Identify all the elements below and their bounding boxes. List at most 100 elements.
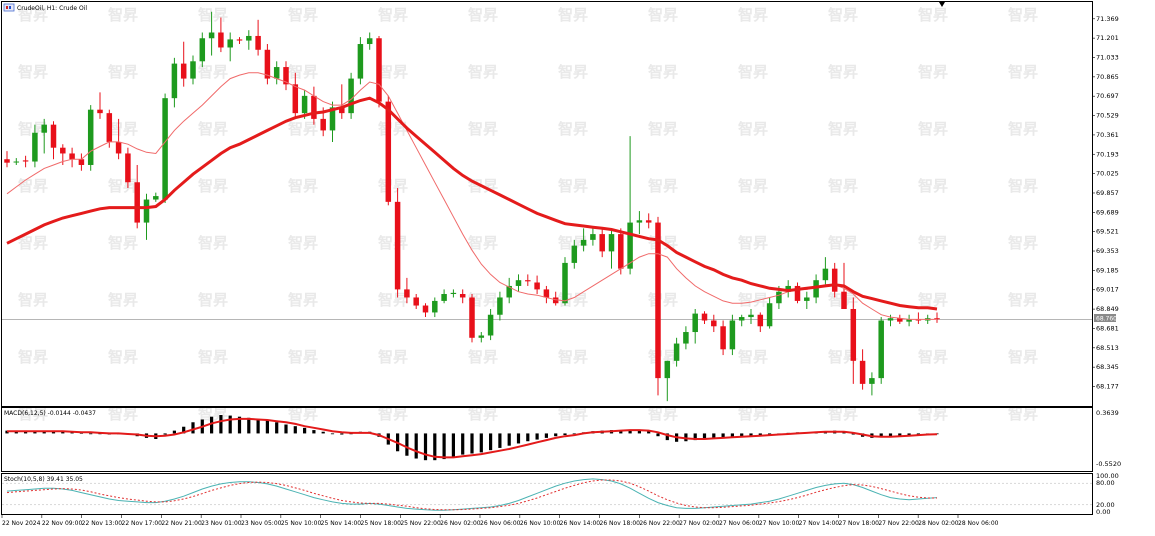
watermark-text: 智昇 bbox=[288, 63, 318, 81]
candle-body bbox=[41, 124, 47, 133]
candle-body bbox=[897, 318, 903, 322]
watermark-text: 智昇 bbox=[18, 6, 48, 24]
candle-body bbox=[236, 39, 243, 41]
macd-bar bbox=[414, 433, 418, 459]
watermark-text: 智昇 bbox=[288, 348, 318, 366]
macd-bar bbox=[265, 420, 269, 434]
candle-body bbox=[115, 141, 122, 154]
candle-body bbox=[915, 319, 922, 321]
candle-body bbox=[311, 95, 317, 119]
watermark-text: 智昇 bbox=[738, 177, 768, 195]
macd-bar bbox=[340, 433, 344, 435]
candle-body bbox=[655, 222, 661, 379]
candle-body bbox=[4, 159, 10, 163]
watermark-text: 智昇 bbox=[648, 63, 678, 81]
watermark-text: 智昇 bbox=[378, 177, 408, 195]
macd-bar bbox=[656, 433, 660, 437]
macd-bar bbox=[284, 424, 288, 434]
candle-body bbox=[664, 360, 671, 379]
macd-bar bbox=[563, 433, 567, 436]
macd-bar bbox=[275, 422, 279, 434]
macd-bar bbox=[163, 433, 167, 435]
macd-bar bbox=[851, 433, 855, 435]
candle-body bbox=[385, 101, 392, 202]
candle-body bbox=[97, 109, 103, 114]
chart-shift-marker-icon[interactable] bbox=[939, 2, 945, 7]
macd-bar bbox=[554, 433, 558, 437]
macd-label: MACD(6,12,5) -0.0144 -0.0437 bbox=[4, 410, 96, 417]
watermark-text: 智昇 bbox=[648, 405, 678, 423]
current-price-value: 68.760 bbox=[1096, 316, 1117, 323]
candle-body bbox=[264, 49, 271, 79]
watermark-text: 智昇 bbox=[1008, 63, 1038, 81]
time-tick-label: 26 Nov 18:00 bbox=[600, 520, 641, 527]
time-tick-label: 22 Nov 13:00 bbox=[82, 520, 123, 527]
watermark-text: 智昇 bbox=[198, 177, 228, 195]
macd-bar bbox=[572, 433, 576, 435]
time-tick-label: 23 Nov 01:00 bbox=[201, 520, 242, 527]
watermark-text: 智昇 bbox=[18, 405, 48, 423]
candle-body bbox=[673, 343, 680, 361]
candle-body bbox=[199, 38, 206, 62]
watermark-text: 智昇 bbox=[18, 291, 48, 309]
macd-bar bbox=[237, 416, 242, 434]
price-tick-label: 70.361 bbox=[1096, 131, 1119, 139]
macd-bar bbox=[702, 433, 707, 439]
macd-bar bbox=[907, 433, 911, 436]
candle-body bbox=[776, 291, 782, 304]
price-panel-frame bbox=[1, 1, 1093, 407]
watermark-text: 智昇 bbox=[1008, 348, 1038, 366]
watermark-text: 智昇 bbox=[288, 6, 318, 24]
watermark-text: 智昇 bbox=[558, 234, 588, 252]
time-tick-label: 22 Nov 2024 bbox=[2, 520, 41, 527]
price-axis: 71.369 71.201 71.033 70.865 70.697 70.529 70.3… bbox=[1092, 15, 1119, 391]
time-tick-label: 26 Nov 06:00 bbox=[480, 520, 521, 527]
macd-bar bbox=[451, 433, 455, 457]
time-axis: 22 Nov 2024 22 Nov 09:00 22 Nov 13:00 22 No… bbox=[1, 515, 999, 527]
candle-body bbox=[729, 320, 736, 350]
candle-body bbox=[785, 285, 791, 292]
watermark-text: 智昇 bbox=[198, 348, 228, 366]
stoch-main-line bbox=[6, 478, 938, 511]
macd-bar bbox=[303, 427, 307, 434]
macd-bar bbox=[516, 433, 521, 444]
watermark-text: 智昇 bbox=[288, 120, 318, 138]
candle-body bbox=[366, 38, 373, 45]
candle-body bbox=[869, 378, 875, 384]
macd-bar bbox=[758, 433, 762, 436]
candle-body bbox=[469, 297, 475, 338]
watermark-text: 智昇 bbox=[288, 234, 318, 252]
macd-bar bbox=[330, 433, 335, 435]
candle-body bbox=[190, 61, 196, 79]
macd-bar bbox=[479, 433, 483, 453]
candle-body bbox=[180, 63, 187, 79]
watermark-text: 智昇 bbox=[918, 120, 948, 138]
candle-body bbox=[78, 159, 85, 165]
candle-body bbox=[636, 220, 643, 223]
time-tick-label: 28 Nov 02:00 bbox=[918, 520, 959, 527]
candle-body bbox=[246, 35, 252, 41]
watermark-text: 智昇 bbox=[918, 405, 948, 423]
candle-body bbox=[525, 280, 531, 282]
watermark-text: 智昇 bbox=[378, 120, 408, 138]
watermark-text: 智昇 bbox=[198, 291, 228, 309]
candle-body bbox=[813, 280, 819, 298]
time-tick-label: 27 Nov 10:00 bbox=[759, 520, 800, 527]
watermark-text: 智昇 bbox=[108, 63, 138, 81]
candle-body bbox=[701, 313, 708, 321]
macd-bar bbox=[684, 433, 688, 442]
macd-bar bbox=[619, 430, 623, 434]
time-tick-label: 27 Nov 02:00 bbox=[679, 520, 720, 527]
watermark-text: 智昇 bbox=[648, 177, 678, 195]
watermark-text: 智昇 bbox=[1008, 120, 1038, 138]
watermark-text: 智昇 bbox=[378, 405, 408, 423]
price-tick-label: 71.033 bbox=[1096, 53, 1119, 61]
price-tick-label: 71.369 bbox=[1096, 15, 1119, 23]
macd-bar bbox=[898, 433, 902, 436]
watermark-text: 智昇 bbox=[918, 234, 948, 252]
macd-bar bbox=[888, 433, 893, 437]
watermark-text: 智昇 bbox=[288, 291, 318, 309]
candle-body bbox=[273, 67, 280, 79]
